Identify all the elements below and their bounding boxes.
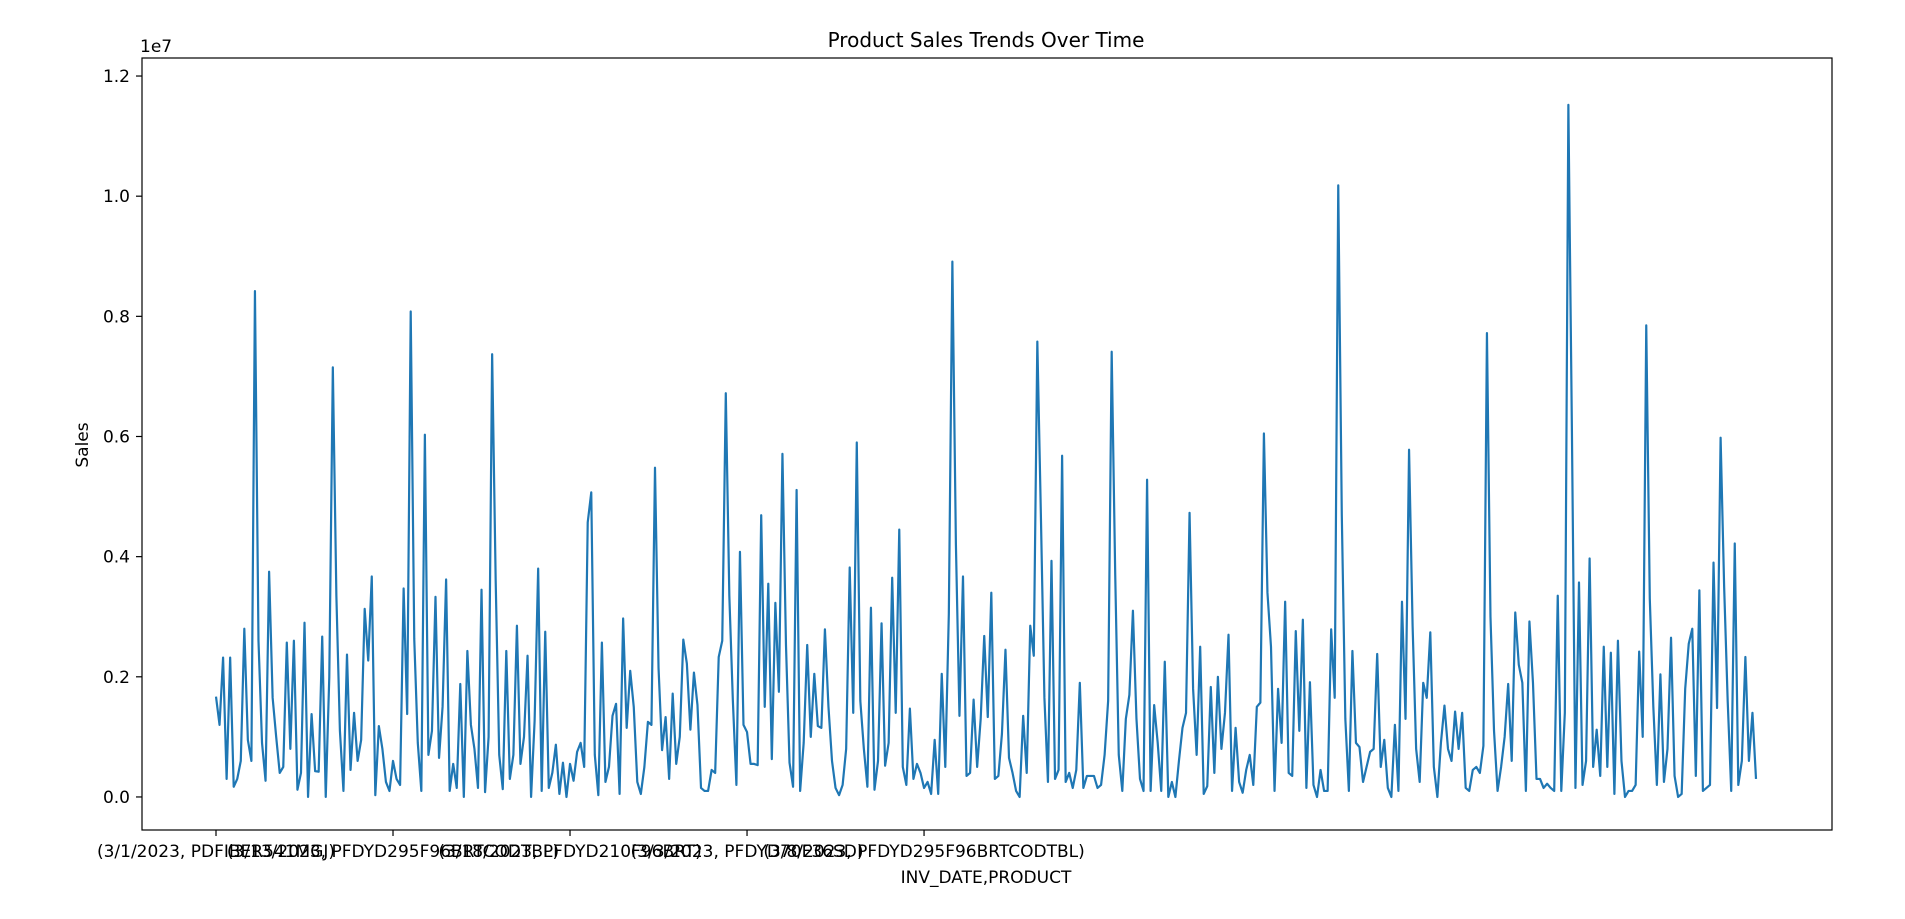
x-tick-label: (3/18/2023, PFDYD210F96BRT) (438, 842, 701, 862)
plot-area (214, 103, 1758, 799)
y-tick-label: 1.2 (103, 67, 130, 87)
y-tick-label: 0.2 (103, 668, 130, 688)
x-axis: (3/1/2023, PDFIBER541MGJ)(3/13/2023, PFD… (97, 830, 1085, 862)
x-tick-label: (3/8/2023, PFDYD295F96BRTCODTBL) (763, 842, 1084, 862)
x-tick-label: (3/1/2023, PDFIBER541MGJ) (97, 842, 335, 862)
chart-title: Product Sales Trends Over Time (828, 28, 1145, 52)
x-tick-label: (3/3/2023, PFDYD70F36SD) (631, 842, 864, 862)
y-tick-label: 0.6 (103, 427, 130, 447)
y-tick-label: 1.0 (103, 187, 130, 207)
x-tick-label: (3/13/2023, PFDYD295F96BRTCODTBL) (227, 842, 559, 862)
x-axis-label: INV_DATE,PRODUCT (901, 868, 1072, 888)
y-axis: 0.0 0.2 0.4 0.6 0.8 1.0 1.2 (103, 67, 142, 808)
y-tick-label: 0.8 (103, 307, 130, 327)
y-axis-label: Sales (73, 422, 93, 467)
plot-frame (141, 57, 1833, 831)
sales-series-line (214, 103, 1758, 799)
y-tick-label: 0.4 (103, 548, 130, 568)
y-tick-label: 0.0 (103, 788, 130, 808)
y-axis-scale-label: 1e7 (140, 37, 172, 57)
